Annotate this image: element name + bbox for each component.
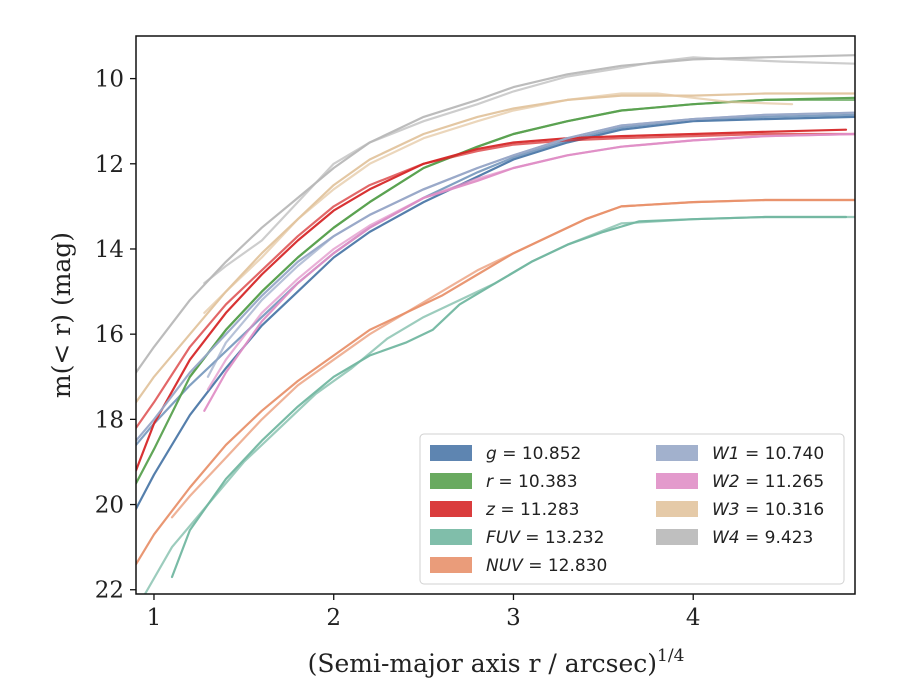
series-w2-line — [203, 132, 855, 412]
legend-label-fuv: FUV = 13.232 — [486, 528, 604, 548]
series-g-line — [136, 113, 855, 446]
y-ticks: 10 12 14 16 18 20 22 — [95, 67, 136, 604]
series-r-line — [136, 96, 855, 485]
x-axis-label: (Semi-major axis r / arcsec)1/4 — [308, 646, 685, 678]
legend-label-w4: W4 = 9.423 — [712, 528, 813, 548]
series-g-line — [136, 115, 855, 510]
series-w3-line — [136, 92, 855, 404]
legend-swatch-w3 — [656, 501, 698, 517]
legend-label-w2: W2 = 11.265 — [712, 472, 824, 492]
legend-label-w3: W3 = 10.316 — [712, 500, 824, 520]
series-w4-line — [203, 56, 855, 285]
y-tick-label: 10 — [95, 67, 124, 93]
y-tick-label: 20 — [95, 493, 124, 519]
series-w1-line — [206, 111, 855, 378]
series-fuv-line — [143, 215, 855, 594]
legend-swatch-nuv — [430, 557, 472, 573]
legend-items: g = 10.852 r = 10.383 z = 11.283 FUV = 13.2… — [430, 444, 824, 576]
legend-label-r: r = 10.383 — [486, 472, 578, 492]
x-tick-label: 2 — [326, 605, 341, 631]
x-axis-label-main: (Semi-major axis r / arcsec) — [308, 649, 657, 678]
legend-label-z: z = 11.283 — [485, 500, 579, 520]
series-z-line — [136, 128, 848, 472]
x-ticks: 1 2 3 4 — [147, 594, 701, 631]
legend-label-nuv: NUV = 12.830 — [486, 556, 607, 576]
x-tick-label: 3 — [506, 605, 521, 631]
legend-swatch-w2 — [656, 473, 698, 489]
series-nuv-line — [170, 198, 855, 519]
series-layer — [136, 54, 855, 594]
series-z-line — [136, 132, 855, 429]
y-tick-label: 16 — [95, 322, 124, 348]
x-tick-label: 1 — [147, 605, 162, 631]
x-axis-label-exponent: 1/4 — [657, 646, 684, 666]
y-tick-label: 14 — [95, 237, 124, 263]
legend: g = 10.852 r = 10.383 z = 11.283 FUV = 13.2… — [419, 433, 845, 585]
plot-frame — [135, 35, 856, 595]
y-tick-label: 12 — [95, 152, 124, 178]
legend-box — [419, 433, 845, 585]
series-w3-line — [203, 92, 794, 314]
series-w2-line — [206, 132, 855, 391]
legend-swatch-z — [430, 501, 472, 517]
legend-label-w1: W1 = 10.740 — [712, 444, 824, 464]
y-tick-label: 18 — [95, 407, 124, 433]
y-tick-label: 22 — [95, 578, 124, 604]
legend-label-g: g = 10.852 — [486, 444, 581, 464]
legend-swatch-fuv — [430, 529, 472, 545]
x-tick-label: 4 — [686, 605, 701, 631]
legend-swatch-w1 — [656, 445, 698, 461]
legend-swatch-r — [430, 473, 472, 489]
legend-swatch-w4 — [656, 529, 698, 545]
y-axis-label: m(< r) (mag) — [47, 232, 76, 398]
legend-swatch-g — [430, 445, 472, 461]
